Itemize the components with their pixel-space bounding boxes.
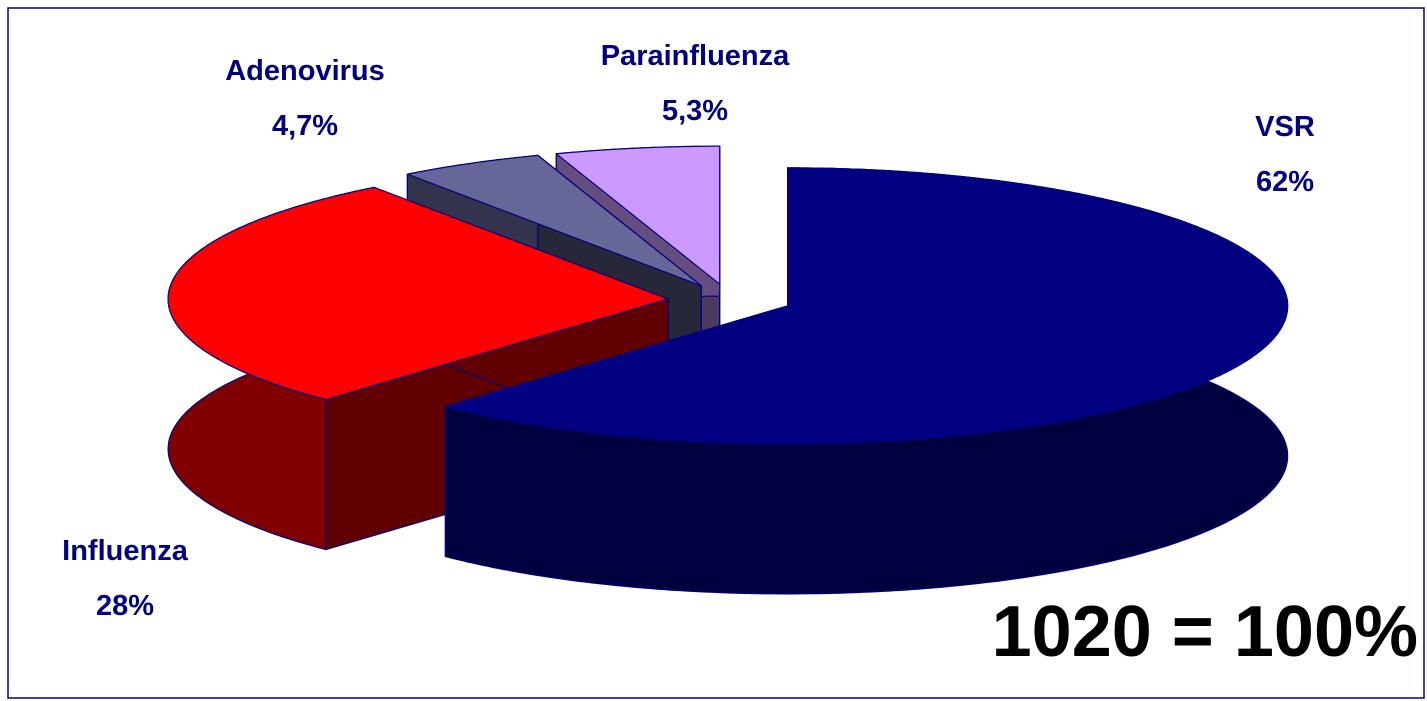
slice-top — [555, 145, 721, 285]
slice-top — [167, 186, 669, 401]
slice-label: Influenza — [62, 535, 189, 567]
slice-top — [444, 167, 1289, 445]
value-label: 28% — [96, 590, 154, 622]
slice-label: VSR — [1255, 111, 1315, 143]
value-label: 5,3% — [662, 95, 728, 127]
pie — [167, 145, 1289, 595]
slice-top — [406, 154, 702, 287]
value-label: 62% — [1256, 166, 1314, 198]
slice-label: Parainfluenza — [601, 40, 790, 72]
annotation: 1020 = 100% — [992, 592, 1418, 672]
slice-label: Adenovirus — [225, 55, 385, 87]
value-label: 4,7% — [272, 110, 338, 142]
